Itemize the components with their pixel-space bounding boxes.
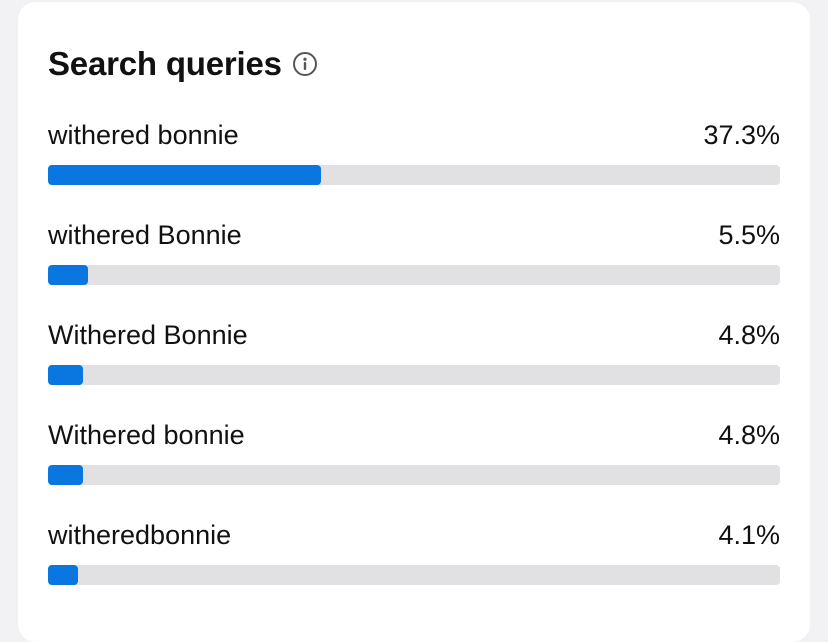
progress-track [48, 465, 780, 485]
query-label: witheredbonnie [48, 519, 232, 550]
query-label: withered bonnie [48, 119, 239, 150]
progress-track [48, 165, 780, 185]
progress-fill [48, 365, 84, 385]
query-label: withered Bonnie [48, 219, 242, 250]
query-label: Withered bonnie [48, 419, 245, 450]
query-row[interactable]: Withered Bonnie 4.8% [48, 316, 780, 416]
query-list: withered bonnie 37.3% withered Bonnie 5.… [48, 116, 780, 616]
query-label: Withered Bonnie [48, 319, 248, 350]
query-row[interactable]: Withered bonnie 4.8% [48, 416, 780, 516]
query-row[interactable]: withered Bonnie 5.5% [48, 216, 780, 316]
progress-track [48, 365, 780, 385]
query-percent: 4.8% [718, 319, 780, 350]
query-row[interactable]: witheredbonnie 4.1% [48, 516, 780, 616]
progress-fill [48, 565, 78, 585]
progress-track [48, 265, 780, 285]
progress-fill [48, 165, 322, 185]
progress-fill [48, 265, 89, 285]
progress-fill [48, 465, 84, 485]
card-title: Search queries [48, 45, 282, 82]
card-header: Search queries [48, 44, 318, 84]
query-percent: 37.3% [703, 119, 780, 150]
search-queries-card [18, 2, 810, 642]
progress-track [48, 565, 780, 585]
query-percent: 4.8% [718, 419, 780, 450]
query-percent: 5.5% [718, 219, 780, 250]
query-percent: 4.1% [718, 519, 780, 550]
info-icon[interactable] [292, 51, 318, 77]
query-row[interactable]: withered bonnie 37.3% [48, 116, 780, 216]
